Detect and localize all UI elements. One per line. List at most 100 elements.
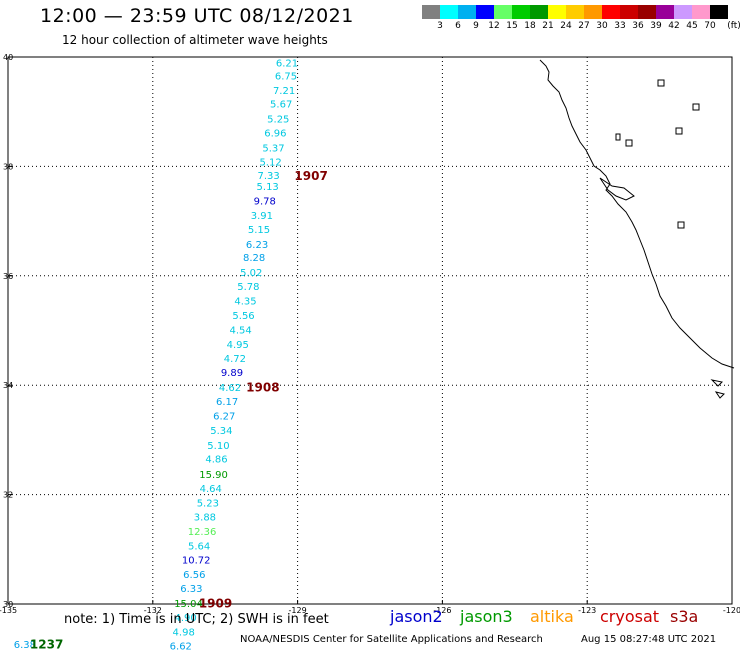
island-1 xyxy=(657,79,665,87)
lat-tick-label: 30 xyxy=(3,600,13,609)
legend-label: 24 xyxy=(560,21,572,31)
lat-tick-label: 32 xyxy=(3,491,13,500)
page-subtitle: 12 hour collection of altimeter wave hei… xyxy=(62,33,328,47)
wave-height-label: 6.62 xyxy=(170,642,192,650)
legend-label: 9 xyxy=(473,21,479,31)
wave-height-label: 5.64 xyxy=(188,541,210,552)
wave-height-label: 6.27 xyxy=(213,411,235,422)
wave-height-label: 5.67 xyxy=(270,99,292,110)
wave-height-label: 4.90 xyxy=(174,613,196,624)
legend-label: 3 xyxy=(437,21,443,31)
wave-height-label: 5.10 xyxy=(207,441,229,452)
color-legend: 3 6 9 12 15 18 21 24 27 30 33 36 39 42 45 70 (ft) xyxy=(422,5,740,33)
wave-height-label: 5.13 xyxy=(257,182,279,193)
island-7 xyxy=(710,379,724,387)
legend-swatches xyxy=(422,5,728,19)
lon-tick-label: -135 xyxy=(0,606,17,615)
lat-tick-label: 36 xyxy=(3,272,13,281)
wave-height-label: 4.62 xyxy=(219,383,241,394)
legend-swatch xyxy=(620,5,638,19)
wave-height-label: 9.78 xyxy=(254,196,276,207)
pass-labels: 19071908190919101237 xyxy=(30,169,328,650)
satellite-name: altika xyxy=(530,607,574,626)
legend-swatch xyxy=(494,5,512,19)
wave-height-label: 15.04 xyxy=(174,599,203,610)
wave-height-label: 3.91 xyxy=(251,211,273,222)
island-5 xyxy=(625,139,633,147)
legend-labels: 3 6 9 12 15 18 21 24 27 30 33 36 39 42 45 70 (ft) xyxy=(422,19,740,33)
lon-tick-label: -126 xyxy=(433,606,451,615)
wave-height-label: 9.89 xyxy=(221,368,243,379)
footer-note: note: 1) Time is in UTC; 2) SWH is in fe… xyxy=(64,612,329,627)
legend-swatch xyxy=(656,5,674,19)
wave-height-label: 4.95 xyxy=(227,340,249,351)
legend-swatch xyxy=(638,5,656,19)
satellite-name: cryosat xyxy=(600,607,660,626)
wave-height-label: 7.33 xyxy=(258,171,280,182)
wave-height-label: 5.34 xyxy=(210,426,232,437)
wave-height-label: 5.25 xyxy=(267,114,289,125)
satellite-name: s3a xyxy=(670,607,699,626)
wave-height-points: 6.21 6.75 7.21 5.67 5.25 6.96 5.37 5.12 7.335.13… xyxy=(14,58,298,650)
footer-credit: NOAA/NESDIS Center for Satellite Applica… xyxy=(240,634,543,645)
wave-height-label: 6.96 xyxy=(264,128,286,139)
legend-label: 30 xyxy=(596,21,608,31)
legend-label: 12 xyxy=(488,21,500,31)
legend-swatch xyxy=(512,5,530,19)
wave-height-label: 10.72 xyxy=(182,556,211,567)
legend-swatch xyxy=(602,5,620,19)
legend-swatch xyxy=(530,5,548,19)
legend-label: 15 xyxy=(506,21,518,31)
wave-height-label: 4.98 xyxy=(173,627,195,638)
legend-swatch xyxy=(566,5,584,19)
lat-tick-label: 40 xyxy=(3,53,13,62)
wave-height-label: 5.15 xyxy=(248,225,270,236)
satellite-name: jason3 xyxy=(460,607,513,626)
pass-number-label: 1237 xyxy=(30,637,63,650)
wave-height-label: 12.36 xyxy=(188,527,217,538)
legend-swatch xyxy=(458,5,476,19)
legend-swatch xyxy=(422,5,440,19)
wave-height-label: 6.17 xyxy=(216,397,238,408)
wave-height-label: 6.23 xyxy=(246,240,268,251)
wave-height-label: 5.23 xyxy=(197,498,219,509)
legend-swatch xyxy=(476,5,494,19)
island-4 xyxy=(615,133,621,141)
lat-tick-label: 34 xyxy=(3,381,13,390)
wave-height-label: 8.28 xyxy=(243,253,265,264)
lon-tick-label: -123 xyxy=(578,606,596,615)
lon-tick-label: -129 xyxy=(289,606,307,615)
legend-label: 6 xyxy=(455,21,461,31)
legend-label: 33 xyxy=(614,21,626,31)
legend-label: 36 xyxy=(632,21,644,31)
legend-label: 27 xyxy=(578,21,590,31)
lon-tick-label: -120 xyxy=(723,606,740,615)
page-title: 12:00 — 23:59 UTC 08/12/2021 xyxy=(40,5,354,27)
bay-outline xyxy=(599,177,635,201)
wave-height-label: 5.02 xyxy=(240,268,262,279)
california-coastline xyxy=(539,59,735,369)
map-grid: -135 -132 -129 -126 -123 -120 40 38 36 34 32 30 xyxy=(0,53,740,615)
legend-swatch xyxy=(440,5,458,19)
lon-tick-label: -132 xyxy=(144,606,162,615)
legend-label: 18 xyxy=(524,21,536,31)
coastline xyxy=(539,59,735,399)
legend-label: 42 xyxy=(668,21,680,31)
legend-swatch xyxy=(674,5,692,19)
satellite-name: jason2 xyxy=(390,607,443,626)
wave-height-label: 6.56 xyxy=(183,570,205,581)
legend-swatch xyxy=(548,5,566,19)
wave-height-label: 5.12 xyxy=(259,157,281,168)
wave-height-label: 6.75 xyxy=(275,72,297,83)
wave-height-label: 4.86 xyxy=(205,454,227,465)
map-border xyxy=(7,56,733,605)
island-2 xyxy=(692,103,700,111)
legend-label: 21 xyxy=(542,21,554,31)
legend-swatch xyxy=(692,5,710,19)
legend-unit: (ft) xyxy=(727,21,740,31)
legend-label: 45 xyxy=(686,21,698,31)
legend-label: 70 xyxy=(704,21,716,31)
wave-height-label: 4.72 xyxy=(224,354,246,365)
lat-tick-label: 38 xyxy=(3,162,13,171)
